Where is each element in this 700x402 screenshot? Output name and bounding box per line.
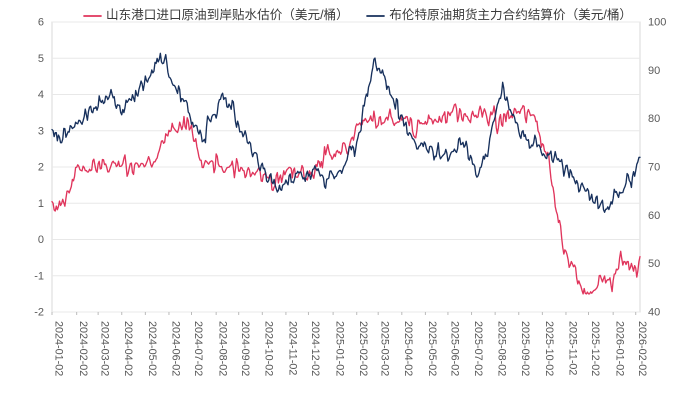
svg-text:3: 3 [38, 125, 44, 137]
svg-text:2025-09-02: 2025-09-02 [519, 321, 531, 376]
svg-text:2024-02-02: 2024-02-02 [77, 321, 89, 376]
svg-text:2025-06-02: 2025-06-02 [448, 321, 460, 376]
svg-text:-1: -1 [34, 270, 44, 282]
svg-text:4: 4 [38, 89, 44, 101]
svg-text:2024-04-02: 2024-04-02 [122, 321, 134, 376]
svg-text:2025-11-02: 2025-11-02 [566, 321, 578, 375]
svg-text:6: 6 [38, 17, 44, 29]
svg-text:2024-11-02: 2024-11-02 [286, 321, 298, 375]
svg-text:2025-07-02: 2025-07-02 [472, 321, 484, 376]
svg-text:2025-04-02: 2025-04-02 [402, 321, 414, 376]
svg-text:2024-03-02: 2024-03-02 [99, 321, 111, 376]
svg-text:2024-01-02: 2024-01-02 [52, 321, 64, 376]
svg-text:2026-02-02: 2026-02-02 [636, 321, 648, 376]
svg-text:2: 2 [38, 162, 44, 174]
svg-text:90: 90 [648, 65, 660, 77]
svg-text:2025-01-02: 2025-01-02 [334, 321, 346, 376]
svg-text:2025-05-02: 2025-05-02 [426, 321, 438, 376]
svg-text:-2: -2 [34, 307, 44, 319]
svg-text:0: 0 [38, 234, 44, 246]
svg-text:2024-09-02: 2024-09-02 [239, 321, 251, 376]
svg-text:2026-01-02: 2026-01-02 [614, 321, 626, 376]
svg-text:2024-12-02: 2024-12-02 [309, 321, 321, 376]
svg-text:2024-10-02: 2024-10-02 [263, 321, 275, 376]
svg-text:50: 50 [648, 258, 660, 270]
svg-text:2024-05-02: 2024-05-02 [146, 321, 158, 376]
svg-text:60: 60 [648, 210, 660, 222]
svg-text:2024-07-02: 2024-07-02 [192, 321, 204, 376]
svg-text:70: 70 [648, 162, 660, 174]
svg-text:2025-08-02: 2025-08-02 [496, 321, 508, 376]
svg-text:2025-10-02: 2025-10-02 [543, 321, 555, 376]
svg-text:80: 80 [648, 113, 660, 125]
svg-text:1: 1 [38, 198, 44, 210]
svg-text:2024-08-02: 2024-08-02 [217, 321, 229, 376]
svg-text:2024-06-02: 2024-06-02 [169, 321, 181, 376]
svg-text:40: 40 [648, 307, 660, 319]
svg-text:5: 5 [38, 53, 44, 65]
svg-text:2025-12-02: 2025-12-02 [589, 321, 601, 376]
svg-text:2025-03-02: 2025-03-02 [379, 321, 391, 376]
svg-text:2025-02-02: 2025-02-02 [357, 321, 369, 376]
svg-text:100: 100 [648, 17, 666, 29]
